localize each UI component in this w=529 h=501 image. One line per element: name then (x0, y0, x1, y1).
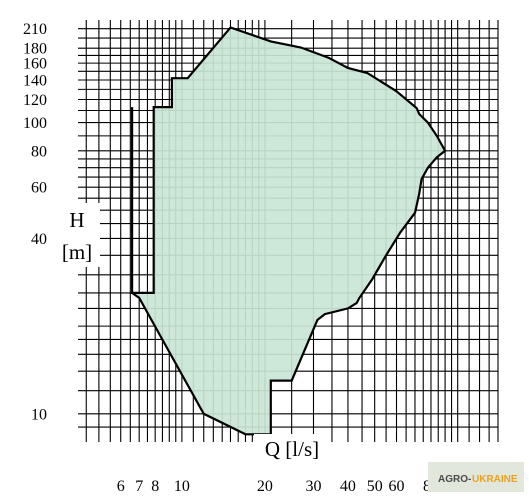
x-tick-label: 30 (306, 478, 322, 495)
x-tick-label: 50 (367, 478, 383, 495)
ylabel-unit: [m] (62, 240, 92, 264)
y-tick-label: 10 (31, 406, 47, 423)
x-tick-label: 6 (117, 478, 125, 495)
y-tick-label: 100 (23, 115, 47, 132)
y-tick-label: 180 (23, 41, 47, 58)
watermark-text-1: AGRO- (438, 474, 471, 485)
ylabel-symbol: H (69, 208, 84, 232)
y-tick-label: 210 (23, 21, 47, 38)
xlabel-backdrop (254, 434, 328, 462)
x-axis-label: Q [l/s] (265, 437, 319, 461)
y-tick-label: 80 (31, 143, 47, 160)
watermark: AGRO- UKRAINE (428, 462, 524, 492)
y-tick-label: 40 (31, 231, 47, 248)
performance-area (131, 26, 447, 436)
y-tick-label: 120 (23, 92, 47, 109)
y-tick-label: 60 (31, 180, 47, 197)
watermark-text-2: UKRAINE (472, 474, 518, 485)
ylabel-backdrop (56, 203, 100, 267)
x-tick-label: 8 (151, 478, 159, 495)
x-tick-label: 60 (389, 478, 405, 495)
x-tick-label: 40 (340, 478, 356, 495)
x-tick-label: 20 (257, 478, 273, 495)
x-tick-label: 10 (174, 478, 190, 495)
watermark-background (428, 462, 524, 492)
x-tick-label: 7 (135, 478, 143, 495)
y-tick-label: 140 (23, 73, 47, 90)
x-tick-labels: 67810203040506080100 (117, 478, 470, 495)
y-tick-label: 160 (23, 56, 47, 73)
